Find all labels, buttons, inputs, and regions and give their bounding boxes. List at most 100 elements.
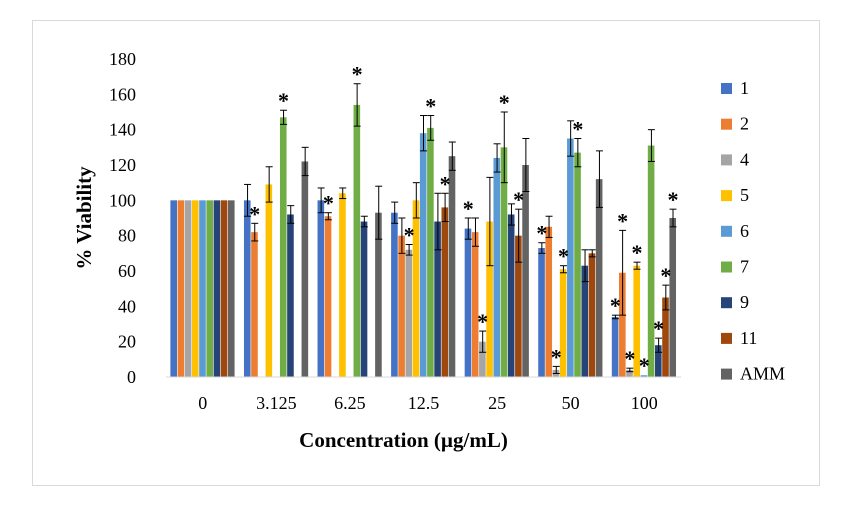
error-bar-11-12.5 [441,192,449,223]
error-bar-2-3.125 [251,222,259,242]
bar-1-0 [170,200,177,377]
legend-swatch [721,297,732,309]
legend-swatch [721,154,732,166]
bar-7-50 [574,152,581,377]
error-bar-5-50 [559,265,567,274]
legend-item-5: 5 [721,185,749,205]
error-bar-4-50 [552,365,560,374]
significance-star: * [440,171,451,196]
error-bar-11-100 [662,284,670,311]
bar-2-12.5 [398,235,405,377]
error-bar-5-12.5 [412,182,420,219]
y-tick-label: 140 [109,120,136,140]
significance-star: * [668,187,679,212]
bar-7-3.125 [279,117,287,378]
error-bar-2-12.5 [398,217,406,254]
bar-2-3.125 [251,232,258,377]
error-bar-2-25 [471,217,479,247]
error-bar-AMM-50 [595,150,603,208]
significance-star: * [617,208,628,233]
bar-2-100 [619,272,626,377]
legend-swatch [721,225,732,237]
bar-7-25 [500,147,508,377]
significance-star: * [499,90,510,115]
significance-star: * [463,196,474,221]
error-bar-AMM-12.5 [448,141,456,171]
bar-6-0 [199,200,206,377]
legend-item-7: 7 [721,257,749,277]
significance-star: * [639,353,650,378]
error-bar-6-50 [567,120,575,157]
y-tick-label: 40 [118,296,136,316]
bar-AMM-100 [669,218,677,377]
bar-9-0 [213,200,221,377]
bar-9-100 [655,345,662,377]
bar-5-3.125 [265,184,273,377]
significance-star: * [632,240,643,265]
error-bar-5-6.25 [339,187,347,200]
bar-4-25 [479,341,486,377]
y-tick-label: 120 [109,155,136,175]
bar-5-100 [633,265,641,377]
legend-label: AMM [740,364,785,384]
error-bar-1-100 [611,314,619,320]
significance-star: * [425,94,436,119]
bar-4-100 [626,369,633,377]
x-tick-label: 12.5 [408,393,440,413]
bar-9-12.5 [434,221,441,377]
error-bar-9-6.25 [360,215,368,228]
bar-6-100 [640,375,648,377]
significance-star: * [610,293,621,318]
x-axis-title: Concentration (µg/mL) [299,428,508,452]
error-bar-1-6.25 [317,187,325,214]
legend-item-4: 4 [721,149,749,169]
bar-9-6.25 [360,221,368,377]
error-bar-1-3.125 [244,183,252,217]
error-bar-7-3.125 [280,109,288,125]
significance-star: * [404,223,415,248]
legend-swatch [721,261,732,273]
significance-star: * [352,62,363,87]
bar-2-6.25 [324,216,332,377]
legend-swatch [721,190,732,202]
error-bar-2-100 [619,229,627,316]
bar-5-50 [559,269,567,377]
bar-5-25 [486,221,493,377]
bar-2-50 [545,226,553,377]
bar-1-100 [611,316,619,377]
error-bar-7-100 [647,129,655,162]
error-bar-AMM-100 [669,208,677,228]
bar-11-0 [220,200,228,377]
legend-item-9: 9 [721,292,749,312]
y-tick-label: 80 [118,226,136,246]
y-tick-label: 20 [118,332,136,352]
legend-item-AMM: AMM [721,364,785,384]
legend-item-1: 1 [721,78,749,98]
legend-label: 11 [740,328,757,348]
bar-4-12.5 [405,249,413,377]
error-bar-1-50 [538,242,546,254]
bar-1-50 [538,248,545,377]
bar-6-25 [493,157,501,377]
significance-star: * [249,201,260,226]
error-bar-11-50 [588,249,596,258]
bar-1-6.25 [317,200,325,377]
error-bar-2-6.25 [324,212,332,221]
error-bar-9-100 [655,337,663,353]
error-bar-9-50 [581,249,589,283]
legend-label: 6 [740,221,749,241]
x-tick-label: 50 [562,393,580,413]
error-bar-7-6.25 [353,83,361,127]
bar-1-25 [464,228,472,377]
error-bar-7-25 [500,111,508,184]
legend-swatch [721,83,732,94]
significance-star: * [323,191,334,216]
error-bar-4-25 [479,330,487,353]
error-bar-1-25 [464,217,472,240]
significance-star: * [477,309,488,334]
chart-frame: * * * * * * * * * * * * * * * * * * * * * * * 0 20 40 60 80 100 120 1… [32,20,820,486]
bar-9-50 [581,265,589,377]
significance-star: * [536,221,547,246]
significance-star: * [513,187,524,212]
error-bar-9-12.5 [434,192,442,251]
